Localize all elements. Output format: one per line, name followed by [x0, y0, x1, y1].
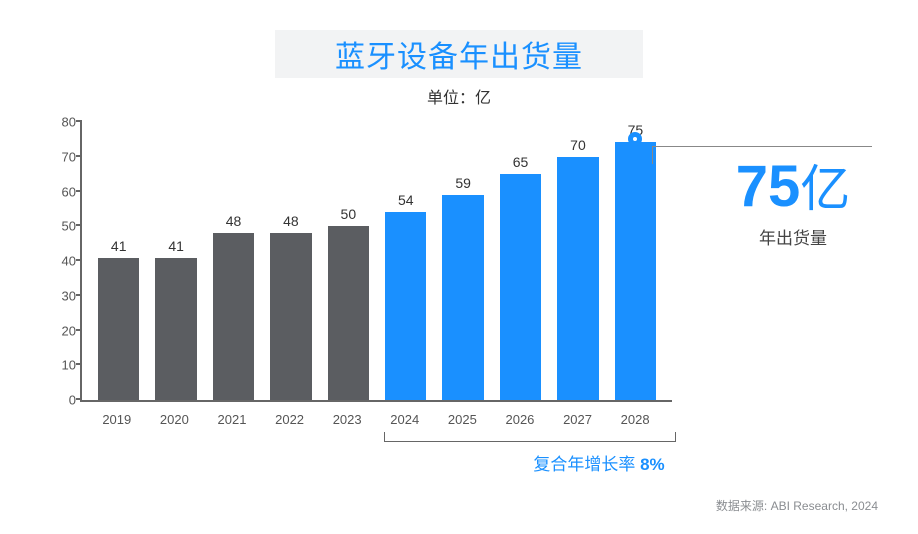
callout-sub: 年出货量 — [698, 224, 888, 249]
leader-line-horizontal — [652, 146, 872, 147]
y-tick-mark — [76, 329, 82, 331]
y-tick-label: 60 — [46, 184, 76, 199]
y-tick-label: 70 — [46, 149, 76, 164]
bar-slot: 65 — [492, 122, 549, 400]
y-tick-label: 20 — [46, 323, 76, 338]
y-tick-label: 80 — [46, 115, 76, 130]
y-tick-label: 50 — [46, 219, 76, 234]
bar-value-label: 50 — [341, 206, 357, 222]
highlight-marker — [628, 132, 642, 146]
bar-slot: 50 — [320, 122, 377, 400]
y-tick-mark — [76, 363, 82, 365]
bar-value-label: 65 — [513, 154, 529, 170]
bar-value-label: 59 — [455, 175, 471, 191]
cagr-bracket — [384, 432, 676, 442]
bar — [213, 233, 254, 400]
y-tick-mark — [76, 294, 82, 296]
bar — [270, 233, 311, 400]
y-tick-mark — [76, 398, 82, 400]
x-axis-labels: 2019202020212022202320242025202620272028 — [80, 406, 672, 432]
cagr-bracket-row — [80, 432, 672, 446]
bars-group: 41 41 48 48 50 54 59 65 70 75 — [82, 122, 672, 400]
bar — [155, 258, 196, 400]
chart-area: 41414848505459657075 01020304050607080 2… — [40, 122, 680, 432]
x-tick-label: 2023 — [318, 406, 376, 432]
bar-slot: 59 — [434, 122, 491, 400]
cagr-text: 复合年增长率 — [533, 455, 640, 474]
x-tick-label: 2022 — [261, 406, 319, 432]
y-tick-mark — [76, 224, 82, 226]
callout-number: 75 — [736, 154, 801, 219]
bar-slot: 48 — [205, 122, 262, 400]
cagr-percent: 8% — [640, 455, 665, 474]
x-tick-label: 2024 — [376, 406, 434, 432]
source-text: 数据来源: ABI Research, 2024 — [716, 497, 878, 514]
x-tick-label: 2027 — [549, 406, 607, 432]
y-tick-label: 0 — [46, 393, 76, 408]
bar — [442, 195, 483, 400]
bar — [500, 174, 541, 400]
x-tick-label: 2026 — [491, 406, 549, 432]
bar-value-label: 41 — [168, 238, 184, 254]
bar-value-label: 54 — [398, 192, 414, 208]
chart-title: 蓝牙设备年出货量 — [275, 30, 643, 78]
callout-unit: 亿 — [800, 161, 850, 217]
bar — [328, 226, 369, 400]
leader-line-vertical — [652, 146, 653, 164]
bar-slot: 41 — [147, 122, 204, 400]
x-tick-label: 2019 — [88, 406, 146, 432]
cagr-label: 复合年增长率 8% — [320, 450, 878, 475]
y-tick-mark — [76, 259, 82, 261]
y-tick-label: 10 — [46, 358, 76, 373]
bar-value-label: 48 — [226, 213, 242, 229]
x-tick-label: 2025 — [434, 406, 492, 432]
bar-slot: 41 — [90, 122, 147, 400]
bar — [385, 212, 426, 400]
x-tick-label: 2021 — [203, 406, 261, 432]
y-tick-mark — [76, 120, 82, 122]
bar-slot: 75 — [607, 122, 664, 400]
chart-container: 蓝牙设备年出货量 单位：亿 41 41 48 48 50 54 59 65 70 75 0 10 20… — [0, 0, 918, 534]
bar-value-label: 41 — [111, 238, 127, 254]
bar-value-label: 70 — [570, 137, 586, 153]
title-wrap: 蓝牙设备年出货量 — [40, 30, 878, 78]
bar-slot: 54 — [377, 122, 434, 400]
bar-slot: 48 — [262, 122, 319, 400]
y-tick-mark — [76, 155, 82, 157]
bar — [98, 258, 139, 400]
bar — [557, 157, 598, 400]
y-tick-label: 40 — [46, 254, 76, 269]
x-tick-label: 2028 — [606, 406, 664, 432]
y-tick-mark — [76, 190, 82, 192]
unit-label: 单位：亿 — [40, 84, 878, 108]
bar-slot: 70 — [549, 122, 606, 400]
x-tick-label: 2020 — [146, 406, 204, 432]
bar-value-label: 48 — [283, 213, 299, 229]
y-tick-label: 30 — [46, 288, 76, 303]
callout: 75亿 年出货量 — [698, 158, 888, 249]
callout-value: 75亿 — [698, 158, 888, 216]
bar — [615, 142, 656, 400]
plot-area: 41414848505459657075 01020304050607080 — [80, 122, 672, 402]
